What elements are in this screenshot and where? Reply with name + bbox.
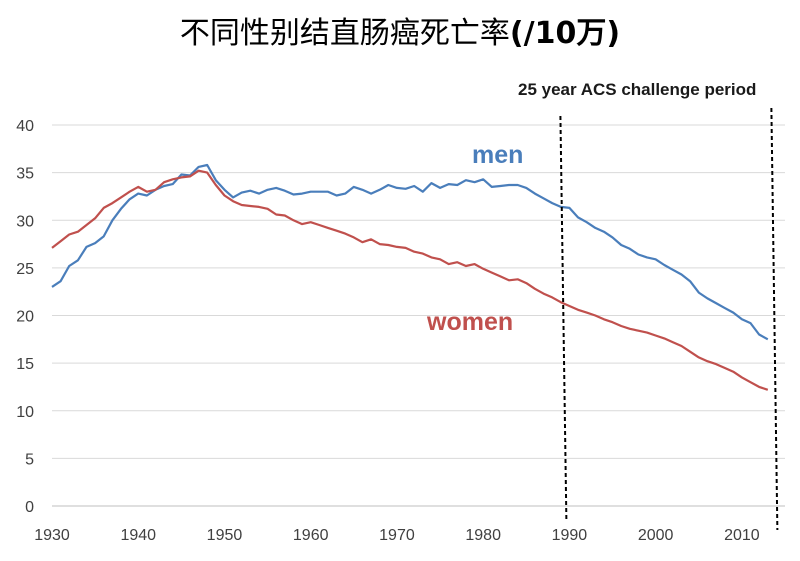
- series-line-men: [51, 163, 769, 341]
- y-tick-label: 10: [16, 404, 34, 421]
- y-tick-label: 0: [25, 499, 34, 516]
- x-tick-label: 1990: [552, 527, 588, 544]
- x-axis-tick-labels: 1930 1940 1950 1960 1970 1980 1990 2000 2010: [34, 527, 760, 544]
- x-tick-label: 1960: [293, 527, 329, 544]
- x-tick-label: 1970: [379, 527, 415, 544]
- x-tick-label: 1940: [120, 527, 156, 544]
- chart-title-unit: (/10万): [509, 16, 621, 51]
- chart-title: 不同性别结直肠癌死亡率(/10万): [0, 8, 800, 52]
- y-tick-label: 20: [16, 309, 34, 326]
- x-tick-label: 1930: [34, 527, 70, 544]
- series-label-women: women: [426, 308, 513, 336]
- y-tick-label: 35: [16, 166, 34, 183]
- y-tick-label: 25: [16, 261, 34, 278]
- period-start-line: [559, 115, 568, 523]
- y-axis-tick-labels: 0 5 10 15 20 25 30 35 40: [16, 118, 34, 516]
- period-end-line: [770, 107, 779, 531]
- chart-title-main: 不同性别结直肠癌死亡率: [179, 16, 510, 51]
- period-label: 25 year ACS challenge period: [518, 80, 756, 99]
- series-lines: [51, 163, 769, 391]
- x-tick-label: 2000: [638, 527, 674, 544]
- y-tick-label: 15: [16, 356, 34, 373]
- x-tick-label: 2010: [724, 527, 760, 544]
- y-tick-label: 5: [25, 451, 34, 468]
- x-tick-label: 1980: [465, 527, 501, 544]
- series-label-men: men: [472, 141, 523, 169]
- y-tick-label: 30: [16, 213, 34, 230]
- y-tick-label: 40: [16, 118, 34, 135]
- gridlines: [52, 124, 785, 459]
- series-labels: men women: [426, 141, 523, 336]
- series-line-women: [51, 169, 769, 391]
- x-tick-label: 1950: [207, 527, 243, 544]
- challenge-period-annotation: 25 year ACS challenge period: [518, 80, 779, 531]
